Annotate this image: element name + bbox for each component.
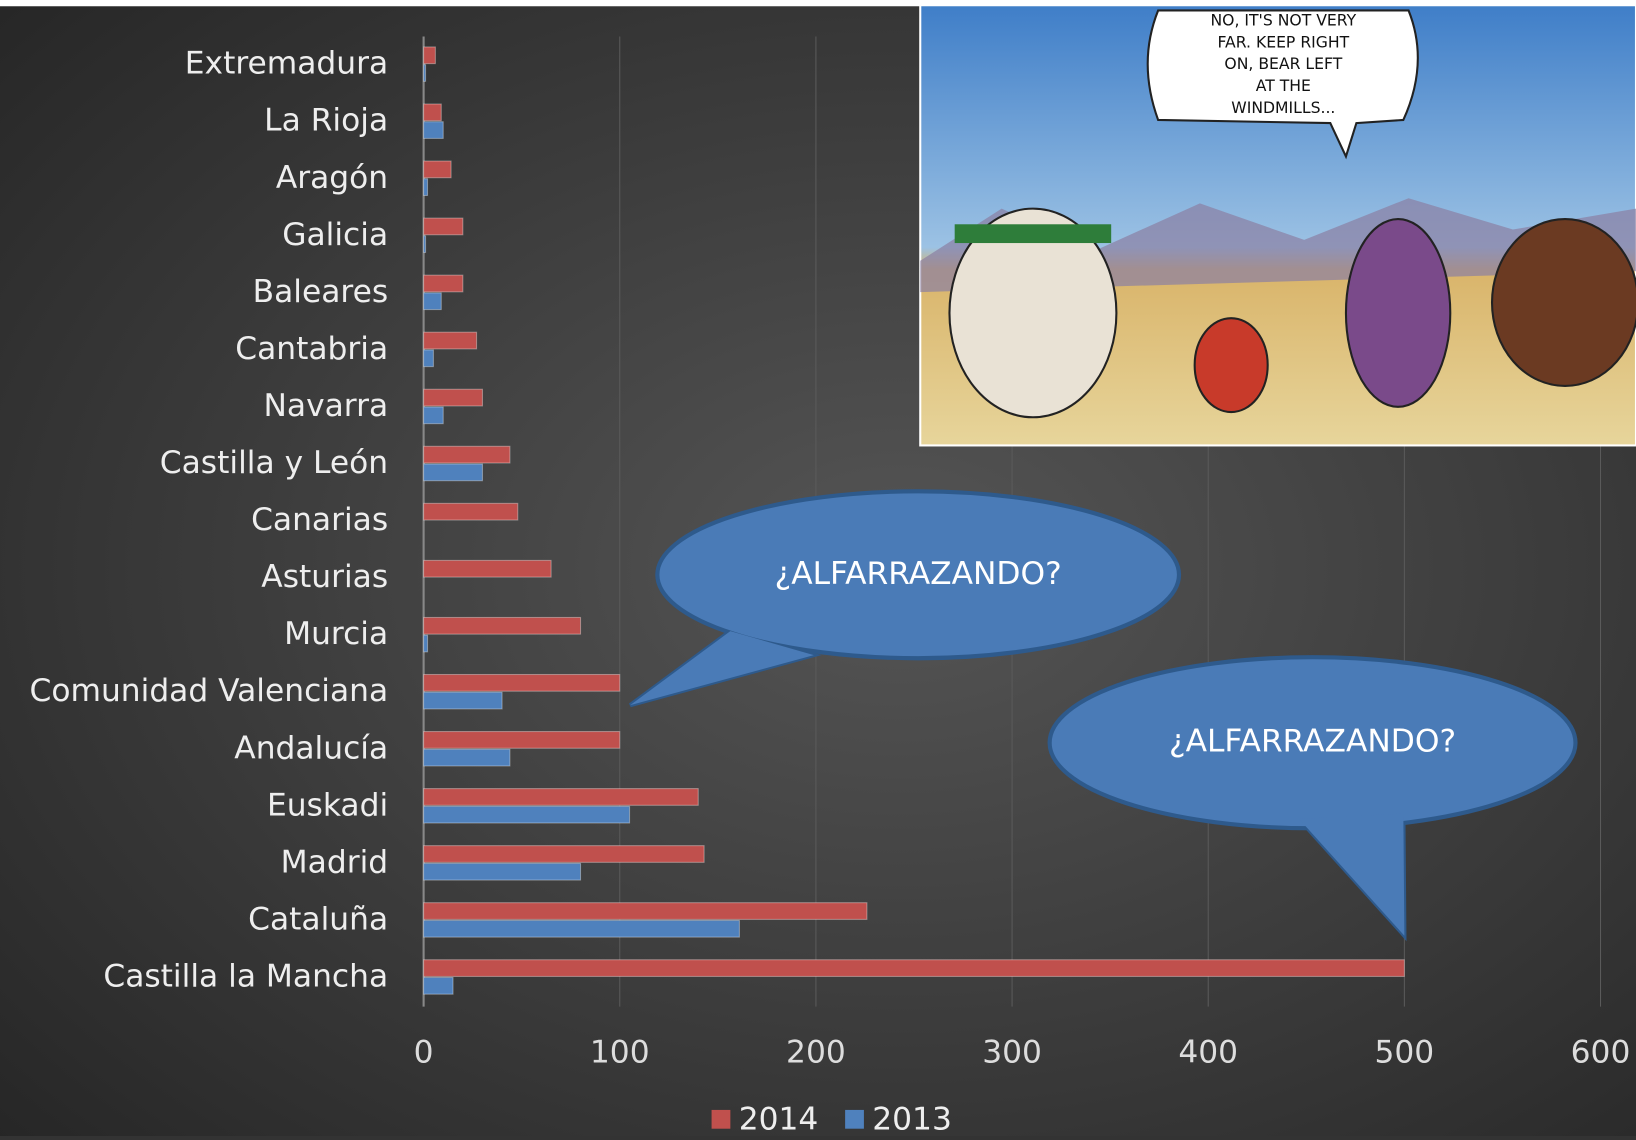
y-tick-label: Asturias [261, 559, 388, 595]
bar [424, 617, 581, 634]
bar [424, 560, 551, 577]
bar [424, 977, 453, 994]
x-tick-label: 0 [414, 1035, 434, 1071]
y-tick-label: Canarias [251, 502, 388, 538]
y-tick-label: Euskadi [267, 787, 388, 823]
y-tick-label: Baleares [253, 274, 388, 310]
chart: 0 100 200 300 400 500 600 Extremadura La Rioja A… [0, 0, 1636, 1136]
bar [424, 122, 444, 139]
bar [424, 863, 581, 880]
y-tick-label: Aragón [276, 160, 388, 196]
bar [424, 903, 867, 920]
legend-swatch [845, 1110, 864, 1129]
bar [424, 236, 426, 253]
y-tick-label: Galicia [282, 217, 388, 253]
y-tick-label: Madrid [281, 844, 388, 880]
figure [1492, 219, 1636, 386]
y-tick-label: Comunidad Valenciana [30, 673, 389, 709]
legend-label: 2013 [872, 1101, 952, 1136]
x-tick-label: 200 [786, 1035, 846, 1071]
bar [424, 161, 451, 178]
y-tick-label: Extremadura [185, 46, 388, 82]
bar [424, 732, 620, 749]
x-tick-label: 100 [590, 1035, 650, 1071]
bar [424, 846, 704, 863]
comic-inset: NO, IT'S NOT VERY FAR. KEEP RIGHT ON, BEAR… [920, 5, 1636, 445]
bar [424, 65, 426, 82]
x-tick-label: 300 [982, 1035, 1042, 1071]
page: 0 100 200 300 400 500 600 Extremadura La Rioja A… [0, 0, 1636, 1136]
comic-line: AT THE [1256, 76, 1311, 95]
bar [424, 960, 1405, 977]
y-tick-label: Cataluña [248, 901, 388, 937]
x-tick-label: 400 [1178, 1035, 1238, 1071]
y-tick-label: Cantabria [235, 331, 388, 367]
bar [424, 104, 442, 121]
bar [424, 789, 699, 806]
bar [424, 332, 477, 349]
callout-text: ¿ALFARRAZANDO? [775, 556, 1062, 592]
bar [424, 464, 483, 481]
figure-belt [955, 224, 1112, 243]
x-tick-label: 500 [1375, 1035, 1435, 1071]
bar [424, 47, 436, 64]
bar [424, 503, 518, 520]
y-tick-label: La Rioja [264, 103, 388, 139]
comic-text: NO, IT'S NOT VERY FAR. KEEP RIGHT ON, BEAR… [1210, 10, 1356, 117]
bar [424, 218, 463, 235]
y-tick-label: Castilla la Mancha [103, 958, 388, 994]
bar [424, 446, 510, 463]
y-tick-label: Navarra [264, 388, 389, 424]
comic-line: NO, IT'S NOT VERY [1210, 10, 1356, 29]
bar [424, 275, 463, 292]
bar [424, 407, 444, 424]
bar [424, 350, 434, 367]
y-tick-label: Castilla y León [160, 445, 388, 481]
figure [1346, 219, 1450, 407]
bar [424, 179, 428, 196]
comic-line: WINDMILLS... [1231, 98, 1335, 117]
bar [424, 293, 442, 310]
x-tick-label: 600 [1571, 1035, 1631, 1071]
bar [424, 692, 502, 709]
bar [424, 920, 740, 937]
bar [424, 635, 428, 652]
callout-text: ¿ALFARRAZANDO? [1169, 724, 1456, 760]
y-tick-label: Andalucía [234, 730, 388, 766]
legend-swatch [712, 1110, 731, 1129]
y-tick-label: Murcia [284, 616, 388, 652]
comic-line: ON, BEAR LEFT [1224, 54, 1342, 73]
bar [424, 749, 510, 766]
figure [1195, 318, 1268, 412]
bar [424, 806, 630, 823]
comic-line: FAR. KEEP RIGHT [1217, 32, 1349, 51]
bar [424, 389, 483, 406]
bar [424, 674, 620, 691]
legend-label: 2014 [739, 1101, 819, 1136]
